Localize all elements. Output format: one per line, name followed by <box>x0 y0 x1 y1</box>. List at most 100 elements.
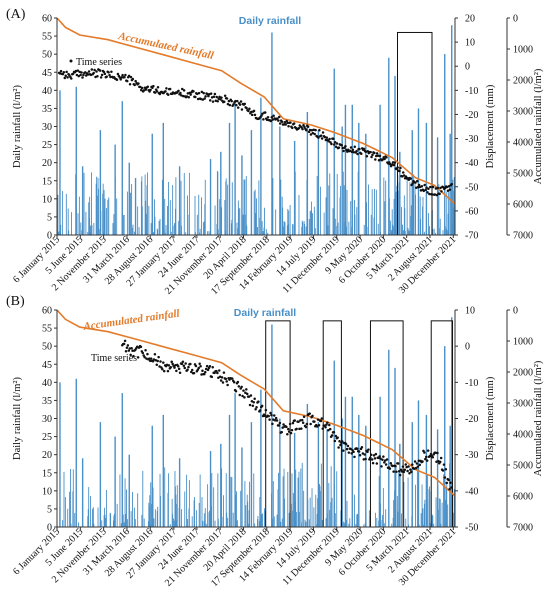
displacement-point <box>349 447 352 451</box>
displacement-point <box>95 70 98 73</box>
displacement-point <box>435 193 439 197</box>
displacement-point <box>346 444 350 448</box>
displacement-point <box>62 71 66 74</box>
displacement-point <box>190 368 194 372</box>
displacement-point <box>295 427 298 431</box>
displacement-point <box>165 363 169 367</box>
displacement-point <box>282 123 286 126</box>
left-tick-label: 10 <box>42 194 52 205</box>
displacement-point <box>380 465 383 468</box>
displacement-point <box>319 134 323 137</box>
displacement-point <box>402 174 406 177</box>
displacement-point <box>253 113 257 117</box>
left-tick-label: 25 <box>42 140 52 151</box>
displacement-point <box>397 462 400 465</box>
displacement-point <box>201 98 205 101</box>
displacement-point <box>392 470 395 473</box>
displacement-point <box>144 88 148 91</box>
left-tick-label: 35 <box>42 104 52 115</box>
displacement-point <box>303 125 306 129</box>
displacement-point <box>300 418 304 422</box>
left-tick-label: 0 <box>47 231 52 242</box>
displacement-point <box>90 68 94 71</box>
displacement-point <box>96 75 99 78</box>
displacement-point <box>398 473 402 477</box>
displacement-point <box>274 416 278 420</box>
displacement-point <box>445 481 449 485</box>
displacement-point <box>197 91 201 95</box>
displacement-point <box>216 371 219 375</box>
displacement-point <box>447 184 451 188</box>
displacement-point <box>372 454 376 457</box>
displacement-point <box>255 406 258 409</box>
displacement-point <box>128 83 132 86</box>
displacement-point <box>129 75 133 79</box>
displacement-point <box>411 463 414 466</box>
displacement-point <box>421 460 424 463</box>
displacement-point <box>348 149 352 153</box>
displacement-point <box>393 161 397 164</box>
displacement-point <box>298 427 301 431</box>
accumulated-tick-label: 4000 <box>513 138 533 149</box>
displacement-point <box>334 434 338 438</box>
displacement-point <box>164 90 167 93</box>
displacement-point <box>58 72 62 75</box>
displacement-point <box>286 433 289 436</box>
displacement-point <box>423 451 426 454</box>
displacement-point <box>283 121 287 124</box>
displacement-axis-title: Displacement (mm) <box>485 84 496 168</box>
displacement-point <box>227 99 231 103</box>
displacement-point <box>355 149 358 153</box>
displacement-point <box>156 359 159 363</box>
displacement-point <box>333 439 337 443</box>
displacement-point <box>272 114 275 117</box>
displacement-point <box>243 396 246 399</box>
displacement-point <box>273 414 276 417</box>
displacement-point <box>245 388 248 391</box>
displacement-point <box>396 166 399 169</box>
left-tick-label: 55 <box>42 324 52 335</box>
left-tick-label: 15 <box>42 468 52 479</box>
displacement-point <box>345 447 349 451</box>
displacement-point <box>152 84 155 88</box>
displacement-points <box>121 339 453 491</box>
displacement-point <box>116 72 120 76</box>
displacement-point <box>441 469 445 472</box>
displacement-tick-label: -50 <box>465 523 478 534</box>
displacement-point <box>302 415 306 419</box>
displacement-point <box>418 463 421 467</box>
displacement-point <box>98 69 102 72</box>
displacement-point <box>311 131 315 135</box>
displacement-point <box>306 125 310 129</box>
displacement-point <box>280 430 283 434</box>
displacement-point <box>309 422 312 426</box>
displacement-point <box>280 120 284 123</box>
displacement-point <box>247 109 250 113</box>
accumulated-tick-label: 0 <box>513 306 518 317</box>
displacement-point <box>153 353 157 356</box>
displacement-point <box>300 427 303 430</box>
displacement-point <box>388 467 392 470</box>
displacement-point <box>131 349 134 353</box>
displacement-point <box>238 103 242 106</box>
displacement-point <box>269 119 273 123</box>
displacement-point <box>110 70 113 73</box>
displacement-point <box>192 90 195 93</box>
displacement-point <box>450 486 453 489</box>
left-tick-label: 30 <box>42 414 52 425</box>
displacement-point <box>299 419 302 422</box>
displacement-point <box>130 347 133 350</box>
displacement-point <box>82 73 85 77</box>
displacement-point <box>364 457 367 461</box>
left-tick-label: 30 <box>42 122 52 133</box>
displacement-point <box>400 470 404 473</box>
displacement-point <box>423 183 426 187</box>
displacement-point <box>273 419 277 422</box>
displacement-point <box>384 463 388 466</box>
left-tick-label: 35 <box>42 396 52 407</box>
displacement-point <box>284 123 288 126</box>
displacement-point <box>358 147 361 151</box>
displacement-point <box>334 145 338 148</box>
displacement-point <box>70 77 73 80</box>
displacement-point <box>84 74 88 77</box>
